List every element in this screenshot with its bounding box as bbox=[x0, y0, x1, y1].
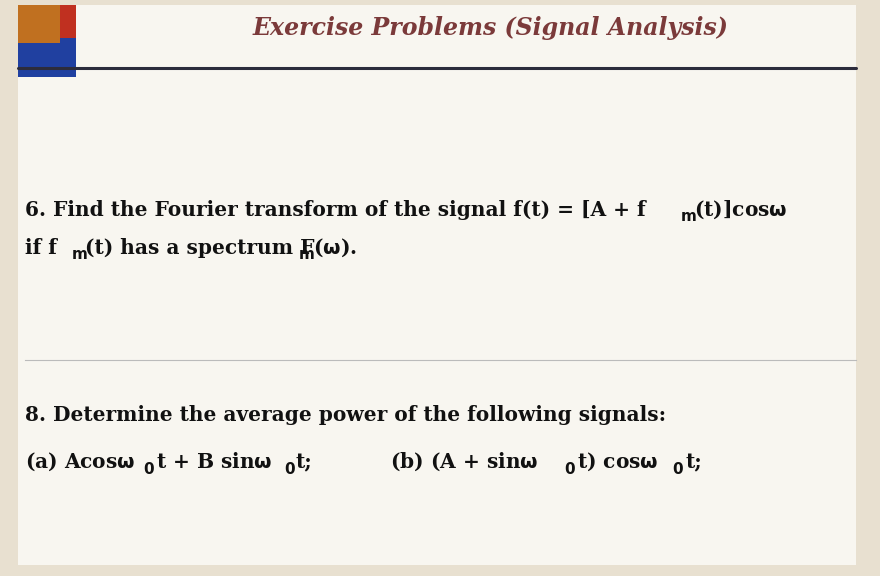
FancyBboxPatch shape bbox=[18, 5, 856, 565]
Text: $\mathbf{m}$: $\mathbf{m}$ bbox=[680, 210, 697, 224]
Text: (t)]cos$\mathbf{\omega}$: (t)]cos$\mathbf{\omega}$ bbox=[694, 199, 788, 221]
Bar bbox=[18, 5, 76, 77]
Bar bbox=[18, 5, 60, 43]
Text: $\mathbf{0}$: $\mathbf{0}$ bbox=[672, 461, 684, 477]
Text: $\mathbf{m}$: $\mathbf{m}$ bbox=[71, 248, 88, 262]
Bar bbox=[18, 5, 60, 77]
Text: t;: t; bbox=[296, 452, 312, 472]
Text: $\mathbf{0}$: $\mathbf{0}$ bbox=[143, 461, 155, 477]
Text: $\mathbf{m}$: $\mathbf{m}$ bbox=[298, 248, 315, 262]
Text: if f: if f bbox=[25, 238, 57, 258]
Text: (b) (A + sin$\mathbf{\omega}$: (b) (A + sin$\mathbf{\omega}$ bbox=[390, 451, 539, 473]
Text: (a) Acos$\mathbf{\omega}$: (a) Acos$\mathbf{\omega}$ bbox=[25, 451, 136, 473]
Text: $\mathbf{0}$: $\mathbf{0}$ bbox=[564, 461, 576, 477]
Text: t) cos$\mathbf{\omega}$: t) cos$\mathbf{\omega}$ bbox=[577, 451, 658, 473]
Text: t + B sin$\mathbf{\omega}$: t + B sin$\mathbf{\omega}$ bbox=[156, 452, 273, 472]
Text: t;: t; bbox=[685, 452, 701, 472]
Text: ($\mathbf{\omega}$).: ($\mathbf{\omega}$). bbox=[313, 237, 357, 259]
Text: Exercise Problems (Signal Analysis): Exercise Problems (Signal Analysis) bbox=[252, 16, 728, 40]
Bar bbox=[18, 38, 76, 77]
Text: (t) has a spectrum F: (t) has a spectrum F bbox=[85, 238, 314, 258]
Text: $\mathbf{0}$: $\mathbf{0}$ bbox=[284, 461, 296, 477]
Text: 6. Find the Fourier transform of the signal f(t) = [A + f: 6. Find the Fourier transform of the sig… bbox=[25, 200, 646, 220]
Text: 8. Determine the average power of the following signals:: 8. Determine the average power of the fo… bbox=[25, 405, 666, 425]
